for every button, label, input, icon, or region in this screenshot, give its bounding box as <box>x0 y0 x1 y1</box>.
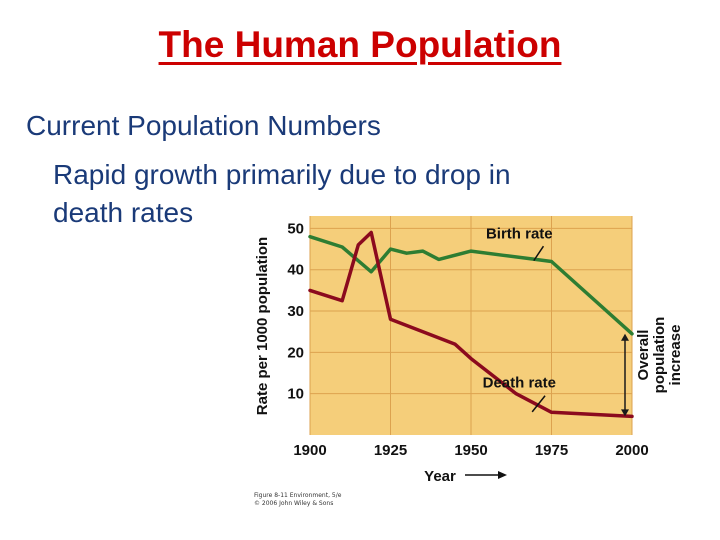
series-line-death-rate <box>308 230 634 419</box>
birth-rate-pointer <box>533 245 545 262</box>
bullet-line-2: death rates <box>53 197 194 228</box>
overall-increase-label-line-1: Overall <box>635 330 652 381</box>
x-tick-label-1950: 1950 <box>454 442 487 459</box>
y-tick-label-20: 20 <box>287 344 304 361</box>
x-axis-label: Year <box>424 468 456 485</box>
bullet-text: Rapid growth primarily due to drop in de… <box>53 156 653 232</box>
death-rate-label: Death rate <box>483 374 556 391</box>
credit-line-1: Figure 8-11 Environment, 5/e <box>254 492 342 499</box>
death-rate-pointer <box>531 395 546 413</box>
slide-title: The Human Population <box>158 24 562 65</box>
y-tick-label-50: 50 <box>287 220 304 237</box>
birth-rate-label: Birth rate <box>486 226 553 243</box>
figure-credit: Figure 8-11 Environment, 5/e © 2006 John… <box>254 492 341 508</box>
y-tick-label-30: 30 <box>287 303 304 320</box>
section-heading: Current Population Numbers <box>26 110 381 141</box>
y-tick-label-10: 10 <box>287 386 304 403</box>
y-tick-label-40: 40 <box>287 262 304 279</box>
x-tick-label-2000: 2000 <box>615 442 648 459</box>
overall-increase-label-line-3: increase <box>667 325 684 386</box>
increase-arrow-head-up <box>621 333 629 341</box>
axis-ticks: 10 20 30 40 50 1900 1925 1950 1975 2000 <box>287 220 648 459</box>
overall-increase-label-line-2: population <box>651 317 668 394</box>
bullet-line-1: Rapid growth primarily due to drop in <box>53 159 511 190</box>
grid-lines <box>309 216 633 435</box>
series-lines <box>308 230 634 419</box>
x-axis-arrow-head <box>498 471 507 479</box>
increase-arrow-head-down <box>621 409 629 417</box>
x-tick-label-1975: 1975 <box>535 442 568 459</box>
series-line-birth-rate <box>308 234 634 336</box>
credit-line-2: © 2006 John Wiley & Sons <box>254 500 334 507</box>
x-tick-label-1900: 1900 <box>293 442 326 459</box>
x-tick-label-1925: 1925 <box>374 442 407 459</box>
y-axis-label: Rate per 1000 population <box>254 237 271 415</box>
chart-labels: Birth rate Death rate Overall population inc… <box>254 226 684 485</box>
